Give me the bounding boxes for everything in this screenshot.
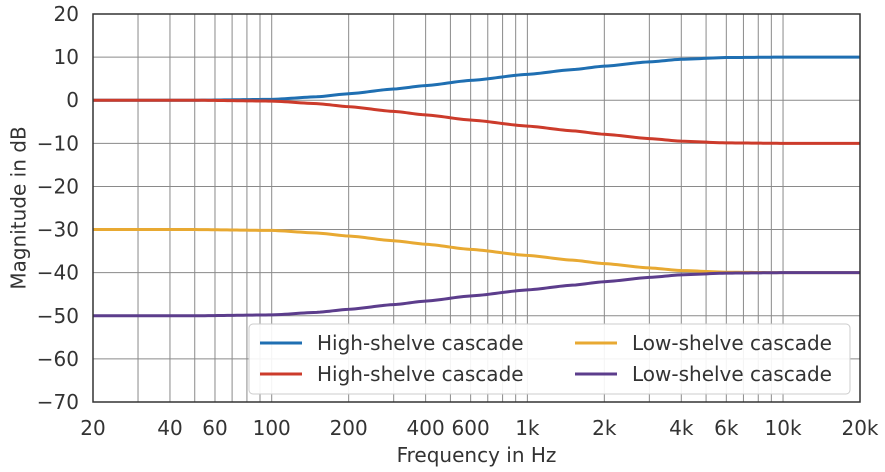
x-tick-labels: 20 40 60 100 200 400 600 1k 2k 4k 6k 10k 20k [80, 416, 879, 440]
legend-item: Low-shelve cascade [575, 362, 832, 386]
legend-item: Low-shelve cascade [575, 331, 832, 355]
y-tick-label: −50 [37, 304, 79, 328]
x-tick-label: 4k [669, 416, 694, 440]
x-tick-label: 20 [80, 416, 105, 440]
legend-box [248, 323, 851, 395]
y-tick-label: 10 [54, 45, 79, 69]
legend: High-shelve cascade High-shelve cascade Lo… [248, 323, 851, 395]
x-tick-label: 20k [841, 416, 878, 440]
x-tick-label: 2k [592, 416, 617, 440]
x-tick-label: 10k [765, 416, 802, 440]
legend-label: High-shelve cascade [317, 331, 524, 355]
series-line-2 [93, 98, 860, 145]
y-axis-label: Magnitude in dB [7, 126, 31, 289]
y-tick-label: 20 [54, 2, 79, 26]
legend-item: High-shelve cascade [260, 362, 524, 386]
x-tick-label: 600 [452, 416, 490, 440]
y-tick-label: −20 [37, 174, 79, 198]
x-tick-label: 1k [515, 416, 540, 440]
legend-label: Low-shelve cascade [632, 331, 832, 355]
x-tick-label: 60 [202, 416, 227, 440]
series-line-3 [93, 228, 860, 275]
x-tick-label: 100 [253, 416, 291, 440]
legend-label: High-shelve cascade [317, 362, 524, 386]
plot-frame [92, 13, 861, 403]
y-tick-label: 0 [66, 88, 79, 112]
x-tick-label: 40 [157, 416, 182, 440]
legend-item: High-shelve cascade [260, 331, 524, 355]
y-tick-label: −70 [37, 390, 79, 414]
x-tick-label: 6k [714, 416, 739, 440]
y-tick-label: −40 [37, 261, 79, 285]
y-tick-labels: 20 10 0 −10 −20 −30 −40 −50 −60 −70 [37, 2, 79, 414]
y-tick-label: −60 [37, 347, 79, 371]
x-tick-label: 200 [330, 416, 368, 440]
x-axis-label: Frequency in Hz [397, 443, 557, 467]
legend-label: Low-shelve cascade [632, 362, 832, 386]
series-layer [93, 55, 860, 318]
x-tick-label: 400 [407, 416, 445, 440]
y-tick-label: −30 [37, 218, 79, 242]
series-line-4 [93, 271, 860, 318]
series-line-1 [93, 55, 860, 102]
y-tick-label: −10 [37, 131, 79, 155]
